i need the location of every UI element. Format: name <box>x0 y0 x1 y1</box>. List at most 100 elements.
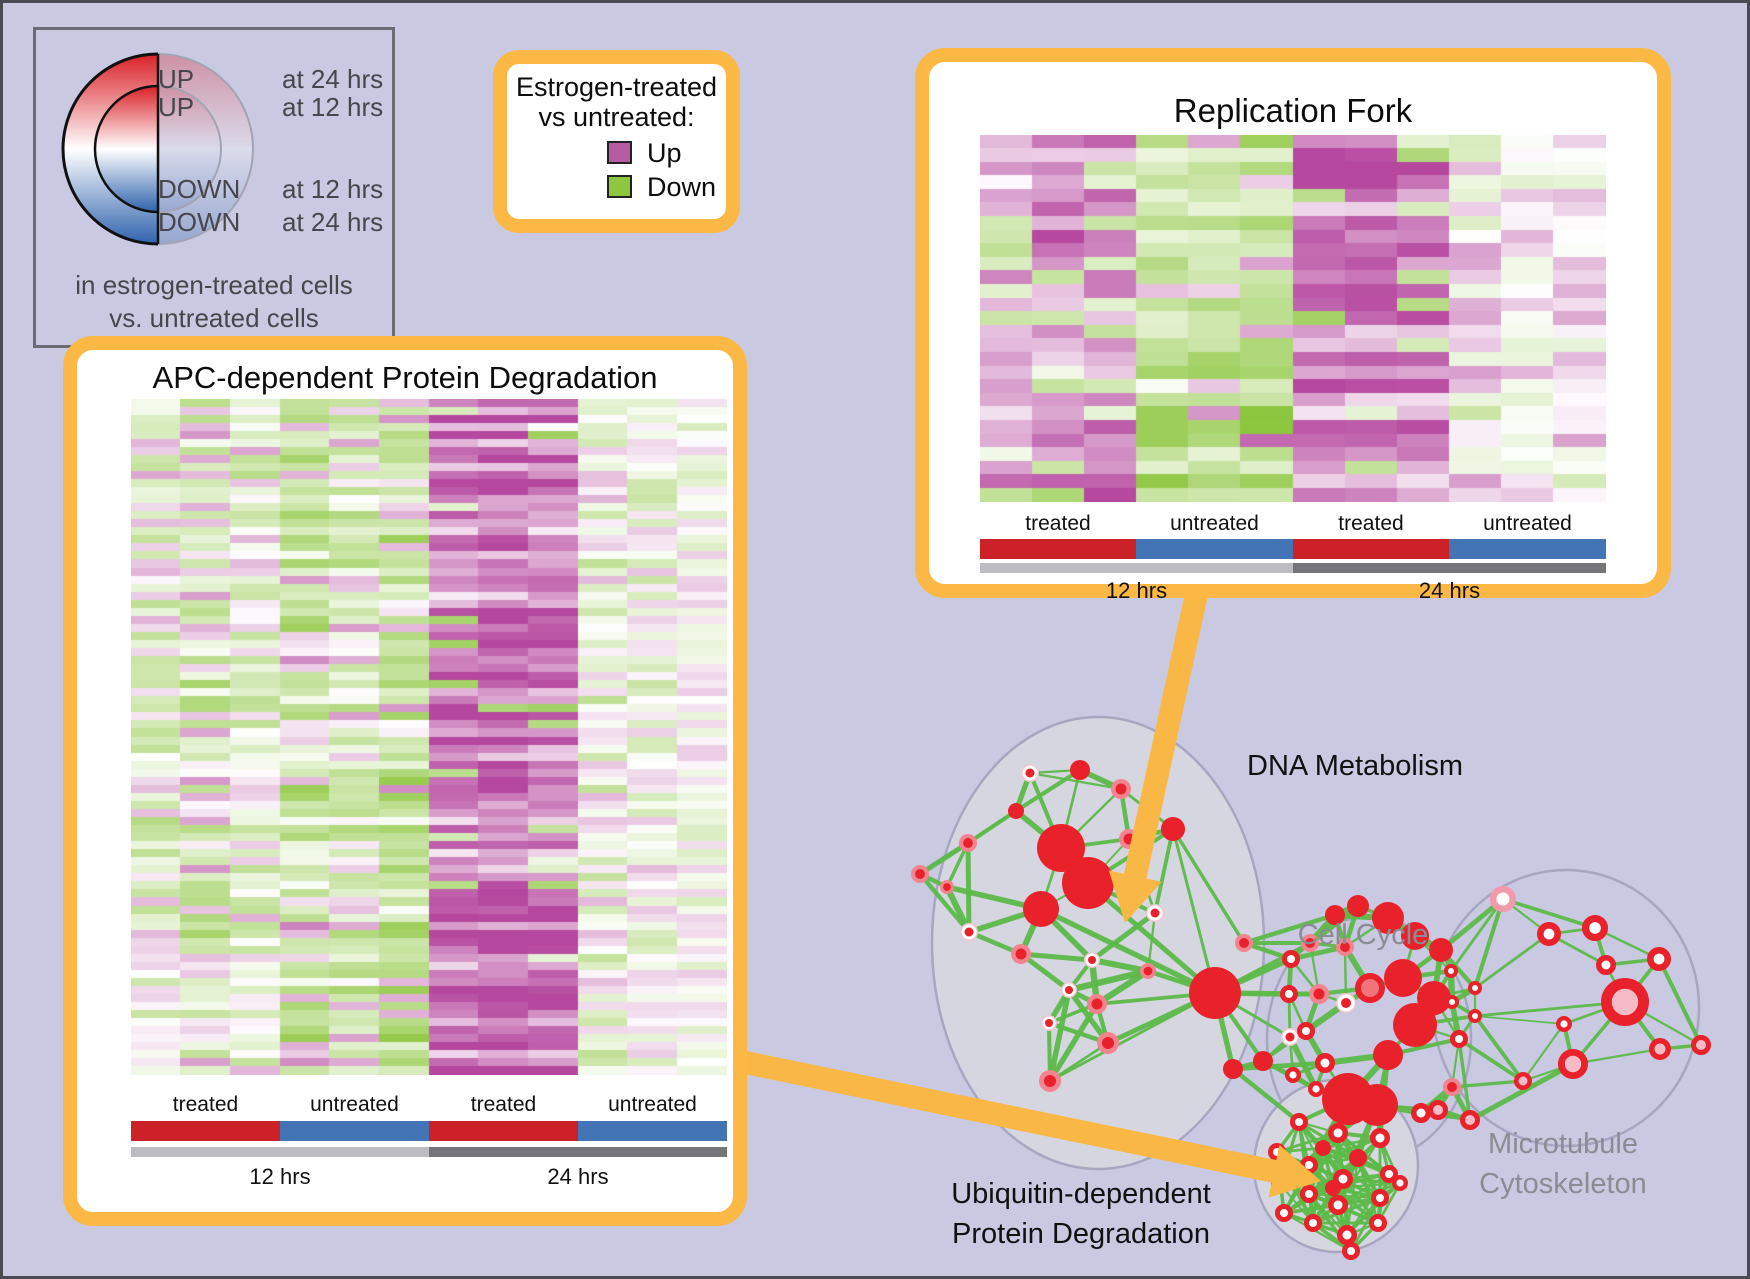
gene-node-core <box>1361 979 1379 997</box>
gene-node-core <box>1285 1032 1295 1042</box>
network-edge <box>1331 1186 1380 1225</box>
gene-node-core <box>1045 1019 1053 1027</box>
gene-node-ringW <box>1647 946 1672 971</box>
gene-node-solid <box>1189 967 1241 1019</box>
gene-node-ringW <box>1279 984 1299 1004</box>
network-edge <box>1356 1157 1380 1224</box>
gene-node-pinkCoreBig <box>1557 1048 1589 1080</box>
network-edge <box>1449 898 1505 972</box>
network-edge <box>1457 1038 1472 1121</box>
cluster-label-ub: Protein Degradation <box>952 1218 1210 1250</box>
gene-node-ringW <box>1296 1021 1316 1041</box>
apc-group-label: untreated <box>310 1093 399 1116</box>
network-edge <box>1171 828 1246 944</box>
apc-untreated-bar <box>578 1121 727 1141</box>
gene-node-core <box>1340 942 1350 952</box>
rf-treated-bar <box>980 539 1136 559</box>
gene-node-solid <box>1429 938 1453 962</box>
callout-arrow-shaft <box>1123 575 1212 883</box>
network-edge <box>1039 906 1217 996</box>
gene-node-pinkCore <box>1428 1100 1448 1120</box>
gene-node-ringW <box>1537 921 1562 946</box>
gene-node-core <box>1305 938 1315 948</box>
network-edge <box>1657 958 1703 1046</box>
network-edge <box>1468 1061 1575 1123</box>
network-edge <box>1047 1002 1100 1083</box>
apc-untreated-bar <box>280 1121 429 1141</box>
apc-group-label: treated <box>470 1093 537 1116</box>
gene-node-solid <box>1347 895 1369 917</box>
network-edge <box>1090 910 1157 963</box>
gene-node-solid <box>1008 803 1024 819</box>
apc-12hr-label: 12 hrs <box>249 1164 311 1189</box>
network-edge <box>1472 898 1506 989</box>
gene-node-solid <box>1325 905 1345 925</box>
network-edge <box>1020 951 1093 963</box>
gene-node-ringW <box>1596 955 1616 975</box>
estrogen-legend-title-line1: Estrogen-treated <box>515 72 718 102</box>
gene-node-solid <box>1037 824 1085 872</box>
gene-node-core <box>1065 986 1073 994</box>
updown-row: DOWN at 12 hrs <box>36 175 392 203</box>
network-edge <box>1029 771 1122 791</box>
replication-fork-panel: Replication Fork treated untreated treat… <box>915 48 1671 603</box>
up-color-swatch <box>607 141 632 164</box>
gene-node-ringW <box>1555 1016 1572 1033</box>
gene-node-ringW <box>1281 949 1301 969</box>
network-edge <box>1171 828 1217 994</box>
gene-node-core <box>1313 988 1325 1000</box>
updown-row: DOWN at 24 hrs <box>36 208 392 236</box>
network-edge <box>1522 1023 1565 1082</box>
rf-12hr-bar <box>980 563 1293 573</box>
gene-node-core <box>964 927 974 937</box>
rf-12hr-label: 12 hrs <box>1105 578 1168 603</box>
gene-node-ringW <box>1341 1241 1361 1261</box>
estrogen-legend-title-line2: vs untreated: <box>538 102 695 132</box>
gene-node-pinkRing <box>1490 886 1516 912</box>
gene-node-pinkCoreBig <box>1601 978 1650 1027</box>
gene-node-ringW <box>1274 1203 1294 1223</box>
gene-node-solid <box>1325 1180 1341 1196</box>
network-edge <box>1502 897 1596 930</box>
gene-node-pinkCore <box>1691 1035 1711 1055</box>
network-edge <box>1457 1037 1525 1083</box>
gene-node-solid <box>1253 1051 1273 1071</box>
cluster-label-ub: Ubiquitin-dependent <box>951 1178 1211 1210</box>
network-edge <box>1474 1015 1565 1025</box>
cluster-label-mt: Microtubule <box>1488 1128 1638 1160</box>
gene-node-solid <box>1372 902 1404 934</box>
gene-node-ringW <box>1468 1009 1482 1023</box>
gene-node-core <box>943 883 951 891</box>
gene-node-core <box>1447 1082 1457 1092</box>
gene-node-pinkCore <box>1514 1072 1532 1090</box>
network-edge <box>965 842 972 933</box>
rf-24hr-bar <box>1293 563 1606 573</box>
down-color-swatch <box>607 175 632 198</box>
gene-node-ringW <box>1391 1174 1408 1191</box>
rf-untreated-bar <box>1136 539 1293 559</box>
cluster-label-mt: Cytoskeleton <box>1479 1168 1647 1200</box>
callout-arrow-head <box>1268 1144 1321 1198</box>
rf-group-label: treated <box>1338 512 1404 535</box>
gene-node-solid <box>1062 857 1114 909</box>
network-diagram: DNA Metabolism Cell Cycle Microtubule Cytos… <box>735 575 1711 1261</box>
direction-label: UP <box>158 92 195 122</box>
updown-row: UP at 12 hrs <box>36 93 392 121</box>
direction-label: DOWN <box>158 207 241 237</box>
network-edge <box>1068 967 1149 994</box>
gene-node-core <box>1341 998 1351 1008</box>
gene-node-solid <box>1023 891 1059 927</box>
apc-group-label: treated <box>172 1093 239 1116</box>
gene-node-solid <box>1356 1084 1398 1126</box>
rf-panel-title: Replication Fork <box>1173 92 1413 129</box>
gene-node-ringW <box>1333 1169 1353 1189</box>
gene-node-ringW <box>1370 1128 1390 1148</box>
network-edge <box>1049 991 1216 1083</box>
gene-node-ringW <box>1284 1066 1301 1083</box>
network-edge <box>1474 932 1550 990</box>
network-edge <box>1153 828 1175 914</box>
network-edge <box>1345 1157 1360 1236</box>
gene-node-ringW <box>1328 1195 1348 1215</box>
gene-node-core <box>915 869 925 879</box>
